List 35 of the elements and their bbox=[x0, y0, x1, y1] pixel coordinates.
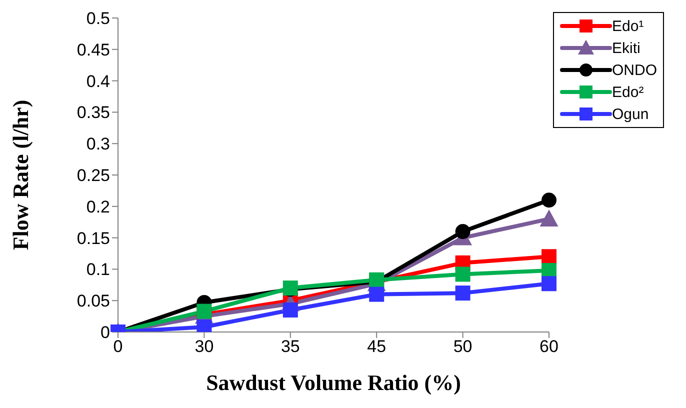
y-tick-label: 0.45 bbox=[76, 40, 110, 60]
point bbox=[455, 266, 470, 282]
point bbox=[196, 304, 212, 319]
y-tick-label: 0.05 bbox=[76, 292, 110, 311]
legend-label: Ogun bbox=[612, 106, 649, 122]
y-tick-label: 0.4 bbox=[86, 72, 110, 91]
point bbox=[455, 286, 470, 301]
y-tick-label: 0.25 bbox=[76, 166, 110, 186]
y-tick-label: 0.1 bbox=[86, 260, 110, 280]
point bbox=[542, 276, 556, 292]
x-tick-label: 0 bbox=[113, 337, 123, 356]
point bbox=[369, 286, 384, 302]
x-tick-label: 50 bbox=[453, 337, 472, 356]
point bbox=[282, 302, 298, 318]
legend-label: Ekiti bbox=[612, 40, 640, 56]
y-tick-label: 0.15 bbox=[76, 228, 110, 248]
point bbox=[542, 192, 556, 208]
legend-label: ONDO bbox=[612, 62, 657, 78]
point bbox=[196, 319, 212, 332]
legend-label: Edo² bbox=[612, 84, 644, 100]
point bbox=[542, 249, 556, 264]
y-tick-label: 0.5 bbox=[86, 9, 110, 28]
x-tick-label: 30 bbox=[194, 337, 214, 356]
y-tick-label: 0.3 bbox=[86, 134, 110, 154]
x-tick-label: 45 bbox=[367, 337, 386, 356]
y-tick-label: 0 bbox=[100, 323, 110, 342]
x-tick-label: 35 bbox=[280, 337, 300, 356]
point bbox=[540, 210, 558, 226]
y-axis-title: Flow Rate (l/hr) bbox=[8, 100, 33, 250]
legend-label: Edo¹ bbox=[612, 18, 644, 34]
point bbox=[455, 224, 470, 240]
y-tick-label: 0.2 bbox=[86, 197, 110, 216]
x-tick-label: 60 bbox=[540, 337, 558, 356]
x-axis-title: Sawdust Volume Ratio (%) bbox=[206, 370, 461, 395]
y-tick-label: 0.35 bbox=[76, 103, 110, 122]
